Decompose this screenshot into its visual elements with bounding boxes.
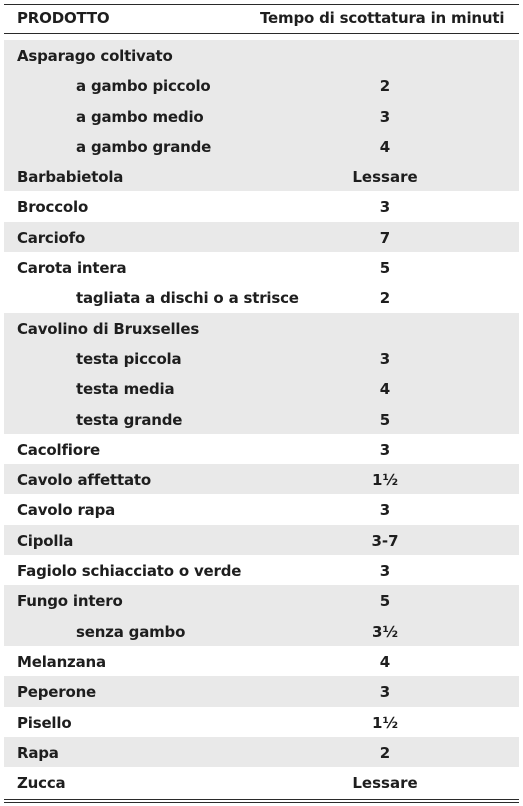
table-row: Rapa 2: [4, 736, 519, 768]
table-row: Peperone 3: [4, 676, 519, 707]
blanching-time: 2: [379, 743, 391, 762]
product-name: Broccolo: [17, 198, 89, 217]
blanching-time: 3-7: [371, 531, 399, 550]
product-name: Rapa: [17, 743, 59, 762]
product-name: Asparago coltivato: [17, 47, 173, 65]
product-name: a gambo medio: [76, 107, 204, 126]
table-row: Zucca Lessare: [4, 767, 519, 797]
header-product: PRODOTTO: [17, 9, 110, 27]
product-name: Cacolfiore: [17, 440, 101, 459]
product-name: Cavolino di Bruxselles: [17, 319, 200, 338]
table-row: Asparago coltivato: [4, 40, 519, 71]
blanching-time: 3: [379, 107, 391, 126]
table-row: Carciofo 7: [4, 221, 519, 253]
table-row: Cacolfiore 3: [4, 434, 519, 464]
table-row: testa piccola 3: [4, 342, 519, 374]
table-row: Fungo intero 5: [4, 585, 519, 616]
table-body: Asparago coltivato a gambo piccolo 2 a gamb…: [4, 40, 519, 797]
blanching-time: 5: [379, 259, 391, 278]
product-name: tagliata a dischi o a strisce: [76, 289, 299, 308]
header-rule: [4, 33, 519, 34]
product-name: Fagiolo schiacciato o verde: [17, 562, 242, 581]
product-name: Pisello: [17, 713, 72, 732]
product-name: testa grande: [76, 410, 183, 429]
blanching-time: 3: [379, 198, 391, 217]
table-row: a gambo piccolo 2: [4, 70, 519, 101]
blanching-time: 4: [379, 380, 391, 399]
product-name: Cipolla: [17, 531, 74, 550]
blanching-time: 2: [379, 289, 391, 308]
product-name: Peperone: [17, 683, 97, 702]
blanching-time: 4: [379, 652, 391, 671]
blanching-time: 4: [379, 137, 391, 156]
blanching-table: PRODOTTO Tempo di scottatura in minuti A…: [4, 4, 519, 804]
header-time: Tempo di scottatura in minuti: [260, 9, 505, 27]
product-name: Carota intera: [17, 259, 127, 278]
blanching-time: 7: [379, 228, 391, 247]
table-row: Fagiolo schiacciato o verde 3: [4, 555, 519, 585]
table-row: Melanzana 4: [4, 646, 519, 676]
blanching-time: 3: [379, 562, 391, 581]
table-header: PRODOTTO Tempo di scottatura in minuti: [4, 5, 519, 33]
table-row: Cavolo affettato 1½: [4, 464, 519, 495]
blanching-time: 5: [379, 410, 391, 429]
blanching-time: 3: [379, 349, 391, 368]
table-row: testa grande 5: [4, 403, 519, 434]
table-row: Cavolo rapa 3: [4, 494, 519, 524]
product-name: testa piccola: [76, 349, 182, 368]
table-row: senza gambo 3½: [4, 615, 519, 646]
product-name: Melanzana: [17, 652, 106, 671]
table-row: tagliata a dischi o a strisce 2: [4, 282, 519, 312]
blanching-time: 3: [379, 683, 391, 702]
table-row: Barbabietola Lessare: [4, 161, 519, 192]
product-name: Fungo intero: [17, 592, 123, 611]
bottom-rule-2: [4, 802, 519, 804]
blanching-time: 3½: [372, 622, 398, 641]
product-name: Cavolo affettato: [17, 471, 151, 490]
table-row: a gambo grande 4: [4, 130, 519, 162]
blanching-time: Lessare: [352, 168, 418, 187]
product-name: a gambo grande: [76, 137, 212, 156]
top-rule: [4, 4, 519, 5]
table-row: Carota intera 5: [4, 252, 519, 282]
product-name: Barbabietola: [17, 168, 124, 187]
product-name: Cavolo rapa: [17, 501, 116, 520]
blanching-time: 3: [379, 440, 391, 459]
blanching-time: 5: [379, 592, 391, 611]
blanching-time: 3: [379, 501, 391, 520]
table-row: Cipolla 3-7: [4, 524, 519, 556]
table-row: Pisello 1½: [4, 707, 519, 737]
product-name: Zucca: [17, 774, 66, 793]
blanching-time: 1½: [372, 471, 398, 490]
blanching-time: 2: [379, 77, 391, 96]
table-row: testa media 4: [4, 373, 519, 404]
product-name: senza gambo: [76, 622, 186, 641]
bottom-rule-1: [4, 799, 519, 801]
blanching-time: 1½: [372, 713, 398, 732]
table-row: Broccolo 3: [4, 191, 519, 221]
table-row: Cavolino di Bruxselles: [4, 312, 519, 343]
product-name: a gambo piccolo: [76, 77, 211, 96]
bottom-rules: [4, 799, 519, 804]
blanching-time: Lessare: [352, 774, 418, 793]
product-name: testa media: [76, 380, 175, 399]
product-name: Carciofo: [17, 228, 86, 247]
table-row: a gambo medio 3: [4, 100, 519, 131]
